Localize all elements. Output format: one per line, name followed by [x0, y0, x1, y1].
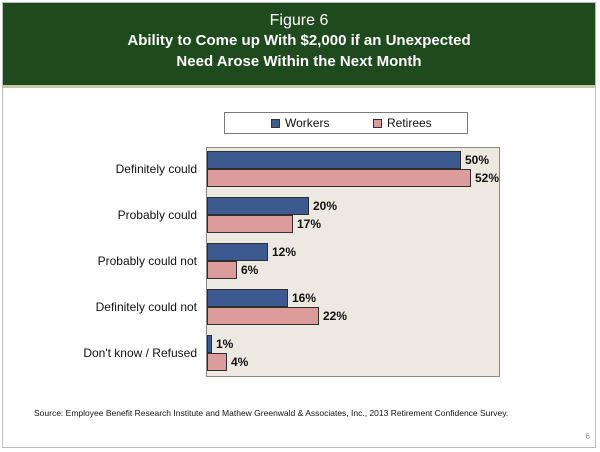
legend-swatch-workers	[271, 118, 280, 128]
bar-retirees-don-t-know-refused	[207, 353, 227, 371]
chart-title-line2: Need Arose Within the Next Month	[176, 53, 422, 70]
header-banner: Figure 6 Ability to Come up With $2,000 …	[3, 3, 595, 88]
figure-label: Figure 6	[269, 12, 329, 29]
value-label-retirees-definitely-could-not: 22%	[323, 309, 348, 323]
category-label-probably-could: Probably could	[117, 208, 197, 222]
category-label-definitely-could: Definitely could	[115, 162, 197, 176]
value-label-retirees-probably-could: 17%	[297, 217, 322, 231]
page-number: 6	[585, 432, 590, 441]
bar-retirees-probably-could	[207, 215, 293, 233]
bar-retirees-definitely-could	[207, 169, 471, 187]
chart-title-line1: Ability to Come up With $2,000 if an Une…	[127, 32, 471, 49]
bar-workers-don-t-know-refused	[207, 335, 212, 353]
bar-workers-probably-could-not	[207, 243, 268, 261]
legend: Workers Retirees	[224, 112, 468, 134]
category-label-probably-could-not: Probably could not	[97, 254, 197, 268]
source-note: Source: Employee Benefit Research Instit…	[34, 408, 509, 418]
value-label-workers-probably-could: 20%	[313, 199, 338, 213]
value-label-workers-probably-could-not: 12%	[272, 245, 297, 259]
value-label-workers-don-t-know-refused: 1%	[216, 337, 234, 351]
legend-label-retirees: Retirees	[387, 116, 432, 130]
value-label-retirees-probably-could-not: 6%	[241, 263, 259, 277]
bar-workers-definitely-could	[207, 151, 461, 169]
category-label-don-t-know-refused: Don't know / Refused	[83, 346, 197, 360]
value-label-retirees-definitely-could: 52%	[475, 171, 500, 185]
bar-retirees-definitely-could-not	[207, 307, 319, 325]
value-label-workers-definitely-could-not: 16%	[292, 291, 317, 305]
legend-item-workers: Workers	[271, 116, 329, 130]
bar-retirees-probably-could-not	[207, 261, 237, 279]
legend-label-workers: Workers	[285, 116, 330, 130]
category-label-definitely-could-not: Definitely could not	[95, 300, 197, 314]
value-label-retirees-don-t-know-refused: 4%	[231, 355, 249, 369]
legend-item-retirees: Retirees	[373, 116, 432, 130]
bar-workers-definitely-could-not	[207, 289, 288, 307]
value-label-workers-definitely-could: 50%	[465, 153, 490, 167]
legend-swatch-retirees	[373, 118, 382, 128]
bar-workers-probably-could	[207, 197, 309, 215]
